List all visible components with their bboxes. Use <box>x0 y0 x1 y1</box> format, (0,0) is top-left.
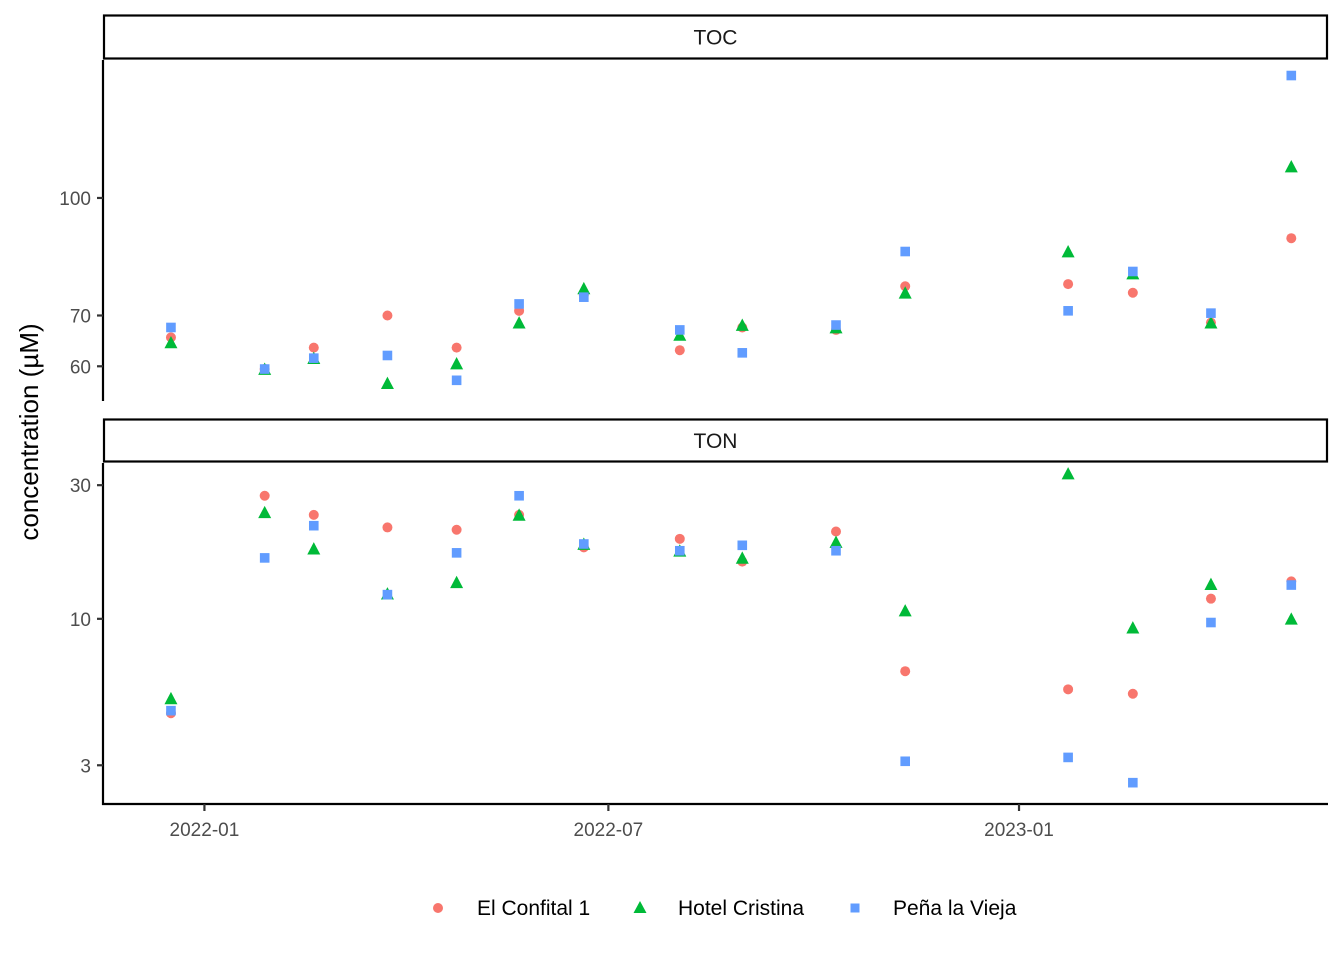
point-ton-el-confital-1 <box>674 533 685 544</box>
point-toc-pena-la-vieja <box>308 353 319 363</box>
point-toc-hotel-cristina <box>735 318 749 331</box>
point-ton-pena-la-vieja <box>579 539 589 549</box>
point-toc-pena-la-vieja <box>900 246 910 257</box>
point-toc-el-confital-1 <box>1127 287 1138 298</box>
ton-y-tick-label: 10 <box>70 610 91 631</box>
point-toc-hotel-cristina <box>512 316 526 329</box>
point-ton-pena-la-vieja <box>308 520 319 531</box>
ton-y-tick-label: 30 <box>70 476 91 497</box>
point-ton-el-confital-1 <box>900 666 911 677</box>
point-toc-pena-la-vieja <box>259 364 270 374</box>
point-ton-pena-la-vieja <box>737 540 748 551</box>
point-ton-pena-la-vieja <box>1206 617 1216 628</box>
point-toc-el-confital-1 <box>1286 233 1297 244</box>
x-tick-label: 2022-01 <box>170 820 240 841</box>
point-toc-hotel-cristina <box>1284 160 1298 173</box>
point-ton-pena-la-vieja <box>514 490 524 501</box>
legend-label-pena-la-vieja: Peña la Vieja <box>893 897 1017 920</box>
point-ton-el-confital-1 <box>1063 684 1074 695</box>
point-ton-hotel-cristina <box>258 505 272 519</box>
point-ton-pena-la-vieja <box>900 756 910 767</box>
point-ton-hotel-cristina <box>1284 612 1298 625</box>
x-ticks: 2022-01 2022-07 2023-01 <box>170 804 1054 841</box>
point-ton-el-confital-1 <box>451 524 462 535</box>
point-ton-pena-la-vieja <box>831 545 841 556</box>
point-toc-el-confital-1 <box>382 310 393 321</box>
ton-points <box>164 467 1298 788</box>
point-ton-pena-la-vieja <box>1128 777 1138 788</box>
legend: El Confital 1 Hotel Cristina Peña la Vie… <box>433 897 1017 920</box>
point-toc-pena-la-vieja <box>1206 308 1216 318</box>
legend-key-hotel-cristina <box>633 901 647 913</box>
point-toc-hotel-cristina <box>164 335 178 349</box>
point-ton-hotel-cristina <box>1204 577 1218 590</box>
legend-label-hotel-cristina: Hotel Cristina <box>678 897 804 920</box>
point-toc-hotel-cristina <box>450 357 464 370</box>
point-ton-hotel-cristina <box>1126 621 1140 634</box>
toc-points <box>164 70 1298 390</box>
legend-key-pena-la-vieja <box>850 903 860 913</box>
point-ton-el-confital-1 <box>1127 688 1138 699</box>
point-toc-el-confital-1 <box>900 281 911 292</box>
point-ton-pena-la-vieja <box>1286 580 1297 590</box>
point-ton-hotel-cristina <box>307 542 321 555</box>
point-toc-pena-la-vieja <box>831 320 841 330</box>
point-toc-pena-la-vieja <box>382 350 393 361</box>
point-ton-pena-la-vieja <box>166 705 176 716</box>
strip-label-toc: TOC <box>694 27 738 50</box>
point-ton-hotel-cristina <box>829 535 843 548</box>
point-toc-hotel-cristina <box>380 376 394 390</box>
point-toc-pena-la-vieja <box>514 299 524 309</box>
point-ton-el-confital-1 <box>1205 593 1216 604</box>
facet-panel-ton: TON 3 10 30 2022-01 2022-07 2023-01 <box>70 418 1329 841</box>
x-tick-label: 2023-01 <box>984 820 1054 841</box>
toc-y-ticks: 60 70 100 <box>59 189 103 378</box>
point-toc-pena-la-vieja <box>451 375 462 386</box>
x-tick-label: 2022-07 <box>574 820 644 841</box>
point-toc-pena-la-vieja <box>737 348 748 358</box>
point-ton-hotel-cristina <box>512 508 526 521</box>
point-toc-el-confital-1 <box>1063 279 1074 290</box>
point-toc-hotel-cristina <box>577 281 591 295</box>
point-ton-hotel-cristina <box>1061 467 1075 480</box>
toc-y-tick-label: 100 <box>59 189 91 210</box>
point-ton-el-confital-1 <box>308 509 319 520</box>
strip-ton <box>102 418 1329 463</box>
point-toc-hotel-cristina <box>1061 245 1075 258</box>
ton-y-tick-label: 3 <box>80 756 91 777</box>
point-toc-pena-la-vieja <box>1128 266 1138 277</box>
point-ton-el-confital-1 <box>831 526 842 537</box>
point-ton-hotel-cristina <box>164 691 178 705</box>
point-ton-hotel-cristina <box>735 551 749 564</box>
strip-toc <box>102 14 1329 60</box>
point-toc-pena-la-vieja <box>1286 70 1297 81</box>
point-ton-pena-la-vieja <box>674 545 685 556</box>
point-toc-el-confital-1 <box>308 342 319 353</box>
toc-y-tick-label: 60 <box>70 357 91 378</box>
point-ton-el-confital-1 <box>259 490 270 501</box>
facet-panel-toc: TOC 60 70 100 <box>59 14 1329 401</box>
legend-key-el-confital-1 <box>433 903 443 913</box>
point-ton-hotel-cristina <box>450 575 464 589</box>
point-ton-pena-la-vieja <box>382 589 393 600</box>
point-ton-pena-la-vieja <box>451 548 462 558</box>
toc-y-tick-label: 70 <box>70 306 91 327</box>
point-ton-el-confital-1 <box>382 522 393 533</box>
point-toc-pena-la-vieja <box>579 292 589 302</box>
legend-label-el-confital-1: El Confital 1 <box>477 897 590 920</box>
point-toc-pena-la-vieja <box>1063 306 1073 316</box>
y-axis-title: concentration (µM) <box>14 323 44 540</box>
ton-y-ticks: 3 10 30 <box>70 476 103 777</box>
point-toc-el-confital-1 <box>674 345 685 356</box>
point-toc-hotel-cristina <box>898 286 912 299</box>
point-ton-hotel-cristina <box>898 604 912 617</box>
point-ton-pena-la-vieja <box>1063 752 1073 763</box>
point-toc-pena-la-vieja <box>674 325 685 335</box>
point-toc-el-confital-1 <box>451 342 462 353</box>
strip-label-ton: TON <box>694 430 738 453</box>
point-ton-pena-la-vieja <box>259 553 270 563</box>
point-toc-pena-la-vieja <box>166 322 176 333</box>
point-toc-hotel-cristina <box>1204 316 1218 329</box>
